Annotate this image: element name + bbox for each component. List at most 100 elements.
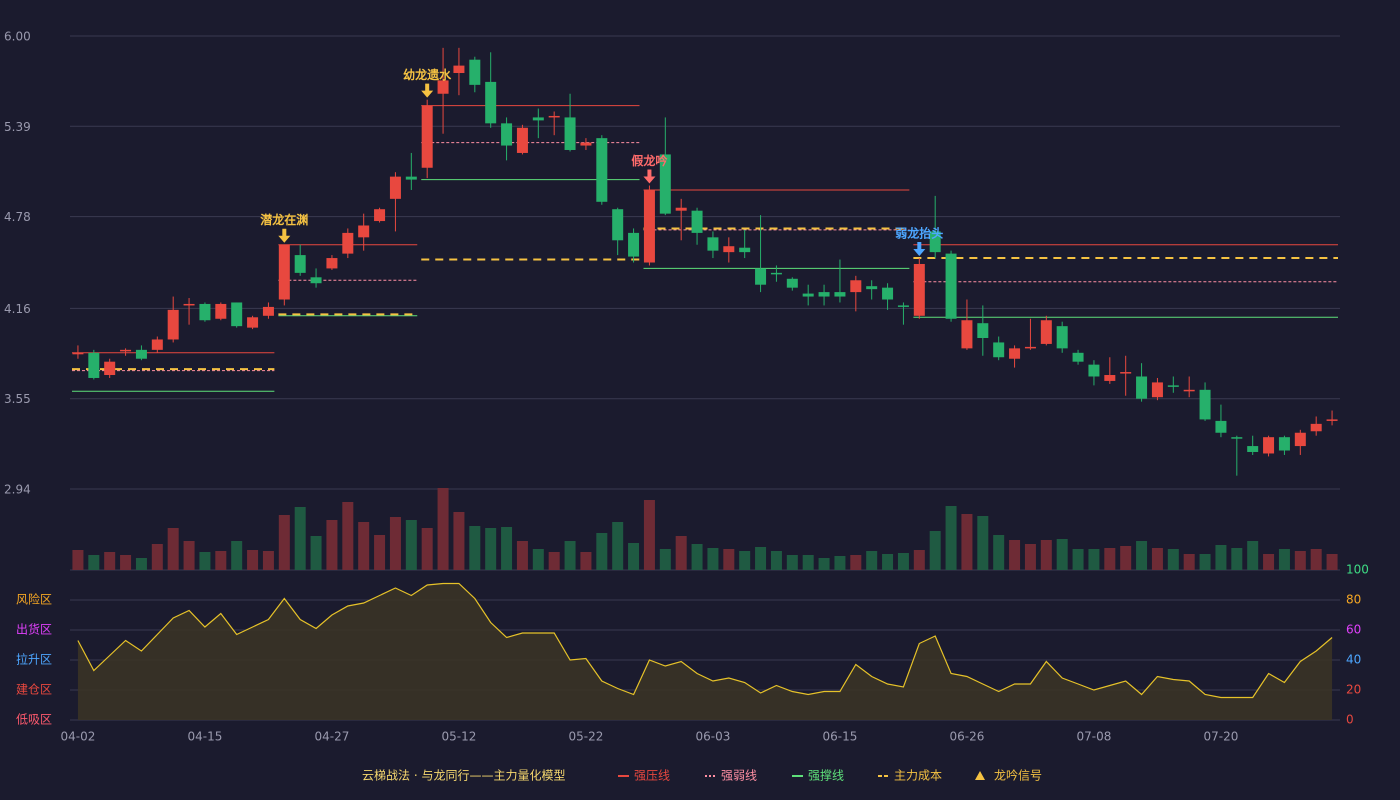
volume-bar [786,555,798,570]
candle-body [104,361,116,376]
legend-label: 龙吟信号 [994,768,1042,783]
volume-bar [913,550,925,570]
candle-body [612,209,624,241]
y2-tick-label: 40 [1346,653,1361,667]
volume-bar [1278,549,1290,570]
candle-body [786,278,798,288]
candle-body [88,352,100,378]
y2-tick-label: 100 [1346,563,1369,577]
volume-bar [135,558,147,570]
y-tick-label: 4.16 [4,302,31,316]
volume-bar [1088,549,1100,570]
volume-bar [151,544,163,570]
volume-bar [755,547,767,570]
candle-body [294,255,306,273]
candle-body [1024,346,1036,349]
volume-bar [961,514,973,570]
candle-body [532,117,544,121]
candle-body [707,237,719,251]
volume-bar [1199,554,1211,570]
y2-tick-label: 80 [1346,593,1361,607]
indicator-line [77,582,1333,699]
x-tick-label: 05-12 [442,730,477,744]
candle-body [866,286,878,290]
candle-body [183,303,195,306]
volume-bar [834,556,846,570]
volume-bar [770,551,782,570]
candle-body [1072,352,1084,362]
x-tick-label: 07-20 [1204,730,1239,744]
candle-body [1199,389,1211,420]
volume-bar [278,515,290,570]
volume-bar [326,520,338,570]
candle-body [120,349,132,352]
volume-bar [389,517,401,570]
candle-body [993,342,1005,358]
candle-body [1056,326,1068,349]
candle-body [516,127,528,153]
candle-body [1247,446,1259,452]
candle-body [929,231,941,253]
volume-bar [1009,540,1021,570]
volume-bar [1120,546,1132,570]
candle-body [135,349,147,359]
zone-label: 风险区 [16,592,52,607]
candle-body [1167,385,1179,387]
y-tick-label: 6.00 [4,30,31,44]
candle-body [167,309,179,340]
volume-bar [675,536,687,570]
volume-bar [1294,551,1306,570]
x-tick-label: 04-15 [188,730,223,744]
volume-bar [167,528,179,570]
volume-bar [1231,548,1243,570]
x-tick-label: 06-03 [696,730,731,744]
volume-bar [612,522,624,570]
volume-bar [421,528,433,570]
candle-body [1009,348,1021,359]
legend-label: 主力成本 [894,769,942,783]
candle-body [1183,389,1195,392]
candle-body [882,287,894,300]
candle-body [1215,420,1227,433]
candle-body [453,65,465,74]
candle-body [215,303,227,319]
volume-bar [977,516,989,570]
volume-bar [818,558,830,570]
candle-body [501,123,513,146]
candle-body [1310,423,1322,432]
candle-body [961,320,973,349]
candle-body [1263,437,1275,454]
candle-body [691,210,703,233]
signal-arrow [421,83,434,98]
legend-title: 云梯战法 · 与龙同行——主力量化模型 [362,769,565,783]
volume-bar [453,512,465,570]
signal-label: 幼龙遗水 [403,67,452,82]
candle-body [1151,382,1163,398]
candle-body [405,176,417,180]
candle-body [659,154,671,214]
candle-body [358,225,370,238]
volume-bar [1136,541,1148,570]
volume-bar [548,552,560,570]
volume-bar [1263,554,1275,570]
candle-body [739,247,751,253]
x-tick-label: 07-08 [1077,730,1112,744]
volume-bar [643,500,655,570]
candle-body [596,138,608,202]
candle-body [850,280,862,293]
zone-label: 建仓区 [16,683,52,697]
candle-body [818,292,830,297]
candle-body [1231,437,1243,439]
zone-label: 低吸区 [16,713,52,727]
volume-bar [1056,539,1068,570]
candle-body [548,115,560,118]
volume-bar [501,527,513,570]
volume-bar [104,552,116,570]
volume-bar [1247,541,1259,570]
candle-body [389,176,401,199]
candle-body [278,244,290,300]
signal-label: 假龙吟 [631,153,667,168]
volume-bar [437,488,449,570]
volume-bar [596,533,608,570]
candle-body [897,305,909,307]
